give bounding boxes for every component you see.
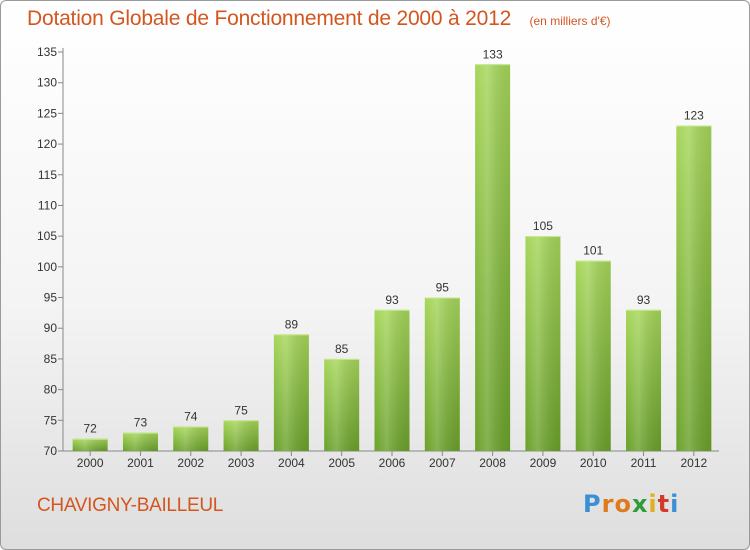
data-label: 74 <box>184 409 198 423</box>
bar-shine <box>525 236 561 451</box>
data-label: 72 <box>83 422 97 436</box>
data-label: 85 <box>335 342 349 356</box>
y-tick-label: 90 <box>44 321 58 335</box>
x-tick-label: 2002 <box>177 456 204 470</box>
y-tick-label: 100 <box>37 260 57 274</box>
brand-letter: t <box>657 490 671 518</box>
x-tick-label: 2005 <box>328 456 355 470</box>
brand-letter: P <box>583 490 602 518</box>
bar-shine <box>122 432 158 451</box>
brand-letter: r <box>601 490 615 518</box>
x-tick-label: 2003 <box>228 456 255 470</box>
x-tick-label: 2011 <box>631 456 657 470</box>
x-tick-label: 2008 <box>479 456 506 470</box>
chart-subtitle: (en milliers d'€) <box>529 14 611 28</box>
y-tick-label: 105 <box>37 229 57 243</box>
bar-shine <box>324 358 360 451</box>
bar-shine <box>374 309 410 451</box>
data-label: 93 <box>637 293 651 307</box>
y-tick-label: 120 <box>37 137 57 151</box>
title-row: Dotation Globale de Fonctionnement de 20… <box>27 7 611 31</box>
bar-shine <box>676 125 712 452</box>
commune-name: CHAVIGNY-BAILLEUL <box>37 495 224 516</box>
bar-shine <box>575 260 611 451</box>
y-tick-label: 95 <box>44 291 58 305</box>
y-tick-label: 135 <box>37 45 57 59</box>
bar-shine <box>223 420 259 451</box>
y-tick-label: 125 <box>37 106 57 120</box>
y-tick-label: 115 <box>38 168 57 182</box>
data-label: 93 <box>385 293 399 307</box>
bar-shine <box>424 297 460 451</box>
data-label: 75 <box>234 403 248 417</box>
bar-shine <box>626 309 662 451</box>
y-tick-label: 110 <box>38 198 57 212</box>
data-label: 105 <box>533 219 553 233</box>
bar-shine <box>173 426 209 451</box>
data-label: 95 <box>436 281 450 295</box>
y-tick-label: 130 <box>37 76 57 90</box>
y-tick-label: 75 <box>44 413 58 427</box>
bar-shine <box>475 64 511 452</box>
data-label: 133 <box>483 47 503 61</box>
data-label: 89 <box>285 317 299 331</box>
data-label: 123 <box>684 109 704 123</box>
brand-letter: o <box>614 490 632 518</box>
x-tick-label: 2007 <box>429 456 456 470</box>
data-label: 101 <box>583 244 603 258</box>
bar-shine <box>273 334 309 451</box>
brand-letter: x <box>631 490 649 518</box>
chart-title: Dotation Globale de Fonctionnement de 20… <box>27 7 512 30</box>
x-tick-label: 2001 <box>127 456 154 470</box>
bars <box>72 64 712 452</box>
brand-letter: i <box>648 490 658 518</box>
brand-letter: i <box>670 490 680 518</box>
y-tick-label: 85 <box>44 352 58 366</box>
bar-shine <box>72 438 108 451</box>
x-tick-label: 2009 <box>530 456 557 470</box>
data-label: 73 <box>134 416 148 430</box>
x-tick-label: 2004 <box>278 456 305 470</box>
y-tick-label: 80 <box>44 383 58 397</box>
value-labels: 72 73 74 75 89 85 93 95 133 105 101 93 123 <box>83 47 704 435</box>
x-tick-label: 2012 <box>680 456 707 470</box>
x-tick-label: 2010 <box>580 456 607 470</box>
proxiti-logo[interactable]: Proxiti <box>583 490 679 518</box>
x-tick-label: 2000 <box>77 456 104 470</box>
y-tick-label: 70 <box>44 444 58 458</box>
x-tick-label: 2006 <box>379 456 406 470</box>
